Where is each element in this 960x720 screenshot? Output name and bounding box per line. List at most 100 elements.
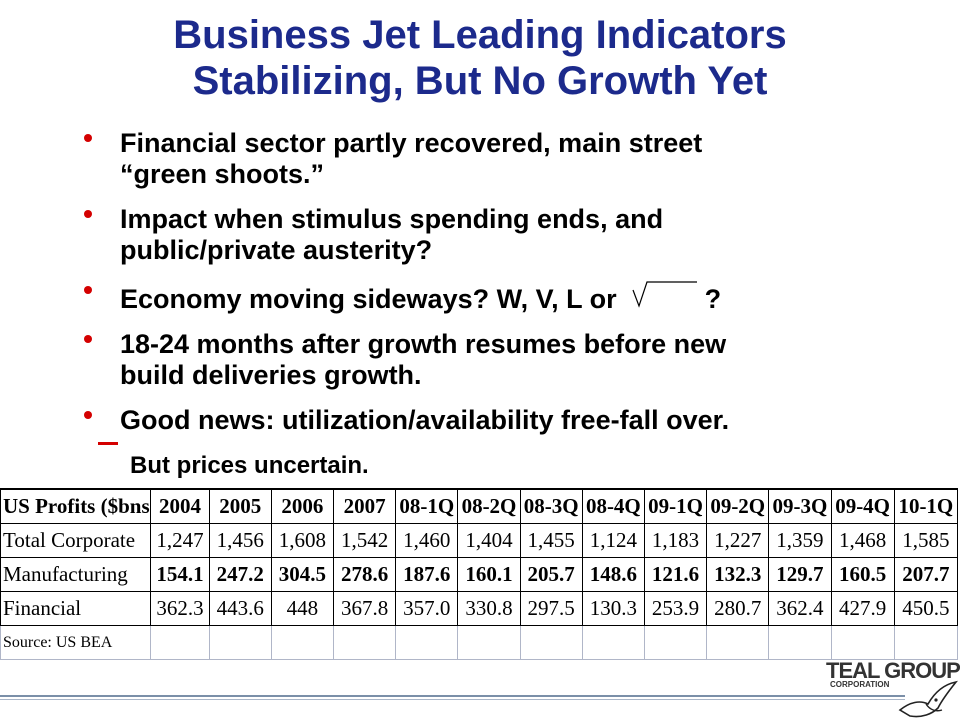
bullet-item: Economy moving sideways? W, V, L or? — [78, 280, 918, 315]
bullet-dot-icon — [84, 134, 92, 142]
bullet-dot-icon — [84, 210, 92, 218]
bullet-line: 18-24 months after growth resumes before… — [120, 329, 727, 359]
table-cell: 1,542 — [333, 523, 397, 558]
bullet-line: “green shoots.” — [120, 159, 325, 189]
table-cell: 207.7 — [893, 557, 959, 592]
logo-sub: CORPORATION — [830, 680, 890, 689]
table-cell: 427.9 — [830, 591, 895, 626]
table-cell: 1,247 — [150, 523, 210, 558]
table-header-row: US Profits ($bns) 2004 2005 2006 2007 08… — [0, 488, 959, 524]
table-cell: 450.5 — [893, 591, 959, 626]
table-cell: 1,608 — [270, 523, 335, 558]
table-source-row: Source: US BEA — [0, 625, 959, 660]
empty-cell — [208, 625, 272, 660]
table-cell: 253.9 — [643, 591, 708, 626]
table-cell: 1,585 — [893, 523, 959, 558]
table-cell: 443.6 — [208, 591, 272, 626]
logo-name: TEAL GROUP — [826, 658, 960, 683]
empty-cell — [706, 625, 770, 660]
table-cell: 278.6 — [333, 557, 397, 592]
table-header-cell: 2004 — [150, 488, 210, 524]
footer-divider — [0, 695, 905, 697]
table-cell: 297.5 — [519, 591, 583, 626]
bullet-dot-icon — [84, 335, 92, 343]
bullet-list: Financial sector partly recovered, main … — [78, 128, 918, 450]
table-header-cell: 2007 — [333, 488, 397, 524]
table-cell: 1,468 — [830, 523, 895, 558]
table-header-cell: 10-1Q — [893, 488, 959, 524]
table-row: Total Corporate 1,247 1,456 1,608 1,542 … — [0, 523, 959, 558]
table-header-cell: 08-4Q — [581, 488, 645, 524]
table-cell: 1,227 — [706, 523, 770, 558]
table-cell: 330.8 — [457, 591, 521, 626]
table-header-cell: 2005 — [208, 488, 272, 524]
table-row: Manufacturing 154.1 247.2 304.5 278.6 18… — [0, 557, 959, 592]
table-cell: 304.5 — [270, 557, 335, 592]
bullet-line: Financial sector partly recovered, main … — [120, 128, 703, 158]
table-cell: 130.3 — [581, 591, 645, 626]
table-cell: 367.8 — [333, 591, 397, 626]
bird-icon — [898, 680, 958, 718]
bullet-item: Impact when stimulus spending ends, and … — [78, 204, 918, 266]
table-header-cell: 2006 — [270, 488, 335, 524]
title-line-2: Stabilizing, But No Growth Yet — [192, 59, 768, 103]
table-header-cell: 08-1Q — [395, 488, 459, 524]
table-cell: 121.6 — [643, 557, 708, 592]
empty-cell — [150, 625, 210, 660]
bullet-line: Good news: utilization/availability free… — [120, 405, 730, 435]
table-cell: 187.6 — [395, 557, 459, 592]
bullet-line: public/private austerity? — [120, 235, 433, 265]
table-cell: 1,456 — [208, 523, 272, 558]
table-cell: 448 — [270, 591, 335, 626]
row-label: Total Corporate — [0, 523, 152, 558]
profits-table: US Profits ($bns) 2004 2005 2006 2007 08… — [0, 488, 960, 660]
footer-divider — [0, 699, 905, 700]
empty-cell — [519, 625, 583, 660]
empty-cell — [395, 625, 459, 660]
sub-bullet: But prices uncertain. — [98, 442, 369, 480]
bullet-line: build deliveries growth. — [120, 360, 422, 390]
bullet-dot-icon — [84, 286, 92, 294]
table-header-cell: US Profits ($bns) — [0, 488, 152, 524]
table-cell: 1,460 — [395, 523, 459, 558]
table-header-cell: 09-3Q — [768, 488, 832, 524]
empty-cell — [768, 625, 832, 660]
empty-cell — [893, 625, 959, 660]
table-header-cell: 08-2Q — [457, 488, 521, 524]
bullet-line: Economy moving sideways? W, V, L or — [120, 284, 617, 314]
table-cell: 1,124 — [581, 523, 645, 558]
square-root-icon — [629, 280, 699, 308]
bullet-item: Financial sector partly recovered, main … — [78, 128, 918, 190]
row-label: Manufacturing — [0, 557, 152, 592]
table-header-cell: 09-2Q — [706, 488, 770, 524]
bullet-question-mark: ? — [704, 284, 722, 314]
table-cell: 1,455 — [519, 523, 583, 558]
table-cell: 154.1 — [150, 557, 210, 592]
table-cell: 362.4 — [768, 591, 832, 626]
empty-cell — [333, 625, 397, 660]
table-row: Financial 362.3 443.6 448 367.8 357.0 33… — [0, 591, 959, 626]
table-cell: 148.6 — [581, 557, 645, 592]
empty-cell — [581, 625, 645, 660]
table-header-cell: 09-1Q — [643, 488, 708, 524]
sub-bullet-text: But prices uncertain. — [130, 452, 369, 479]
table-cell: 205.7 — [519, 557, 583, 592]
slide-title: Business Jet Leading Indicators Stabiliz… — [0, 12, 960, 104]
table-cell: 132.3 — [706, 557, 770, 592]
table-header-cell: 09-4Q — [830, 488, 895, 524]
row-label: Financial — [0, 591, 152, 626]
table-cell: 1,359 — [768, 523, 832, 558]
table-cell: 247.2 — [208, 557, 272, 592]
bullet-item: 18-24 months after growth resumes before… — [78, 329, 918, 391]
teal-group-logo: TEAL GROUP CORPORATION — [818, 658, 960, 720]
table-cell: 160.1 — [457, 557, 521, 592]
table-cell: 1,404 — [457, 523, 521, 558]
table-cell: 362.3 — [150, 591, 210, 626]
table-cell: 357.0 — [395, 591, 459, 626]
bullet-item: Good news: utilization/availability free… — [78, 405, 918, 436]
source-note: Source: US BEA — [0, 625, 152, 660]
empty-cell — [457, 625, 521, 660]
empty-cell — [830, 625, 895, 660]
empty-cell — [643, 625, 708, 660]
dash-icon — [98, 442, 118, 445]
